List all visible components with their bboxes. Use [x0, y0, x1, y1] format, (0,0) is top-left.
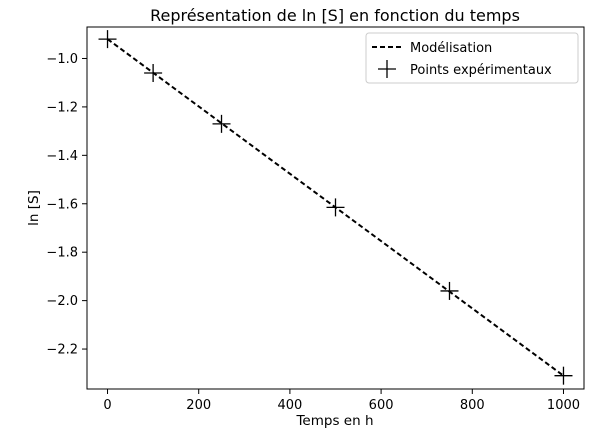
y-tick-label: −1.6 — [46, 197, 78, 212]
x-axis: 0 200 400 600 800 1000 — [103, 389, 580, 413]
y-axis-label: ln [S] — [26, 190, 42, 226]
data-point-marker — [212, 114, 231, 133]
legend-label-points: Points expérimentaux — [410, 63, 552, 78]
legend-label-modelisation: Modélisation — [410, 41, 492, 56]
legend: Modélisation Points expérimentaux — [365, 32, 579, 84]
chart-title: Représentation de ln [S] en fonction du … — [150, 6, 520, 25]
y-tick-label: −1.4 — [46, 149, 78, 164]
data-point-marker — [440, 281, 459, 300]
y-tick-label: −2.2 — [46, 343, 78, 358]
x-tick-label: 0 — [103, 398, 111, 413]
y-tick-label: −1.0 — [46, 52, 78, 67]
data-point-marker — [326, 198, 345, 217]
x-tick-label: 800 — [460, 398, 485, 413]
x-tick-label: 400 — [277, 398, 302, 413]
data-point-marker — [554, 366, 573, 385]
y-tick-label: −1.2 — [46, 100, 78, 115]
x-tick-label: 600 — [369, 398, 394, 413]
legend-plus-marker — [378, 60, 396, 78]
x-axis-label: Temps en h — [295, 413, 373, 429]
x-tick-label: 200 — [186, 398, 211, 413]
y-axis: −1.0 −1.2 −1.4 −1.6 −1.8 −2.0 −2.2 — [46, 52, 87, 358]
legend-box — [365, 32, 579, 84]
plot-area — [98, 30, 573, 385]
x-tick-label: 1000 — [547, 398, 580, 413]
data-point-marker — [144, 64, 163, 83]
plot-frame — [86, 26, 585, 390]
y-tick-label: −2.0 — [46, 294, 78, 309]
data-point-marker — [98, 30, 117, 49]
y-tick-label: −1.8 — [46, 246, 78, 261]
